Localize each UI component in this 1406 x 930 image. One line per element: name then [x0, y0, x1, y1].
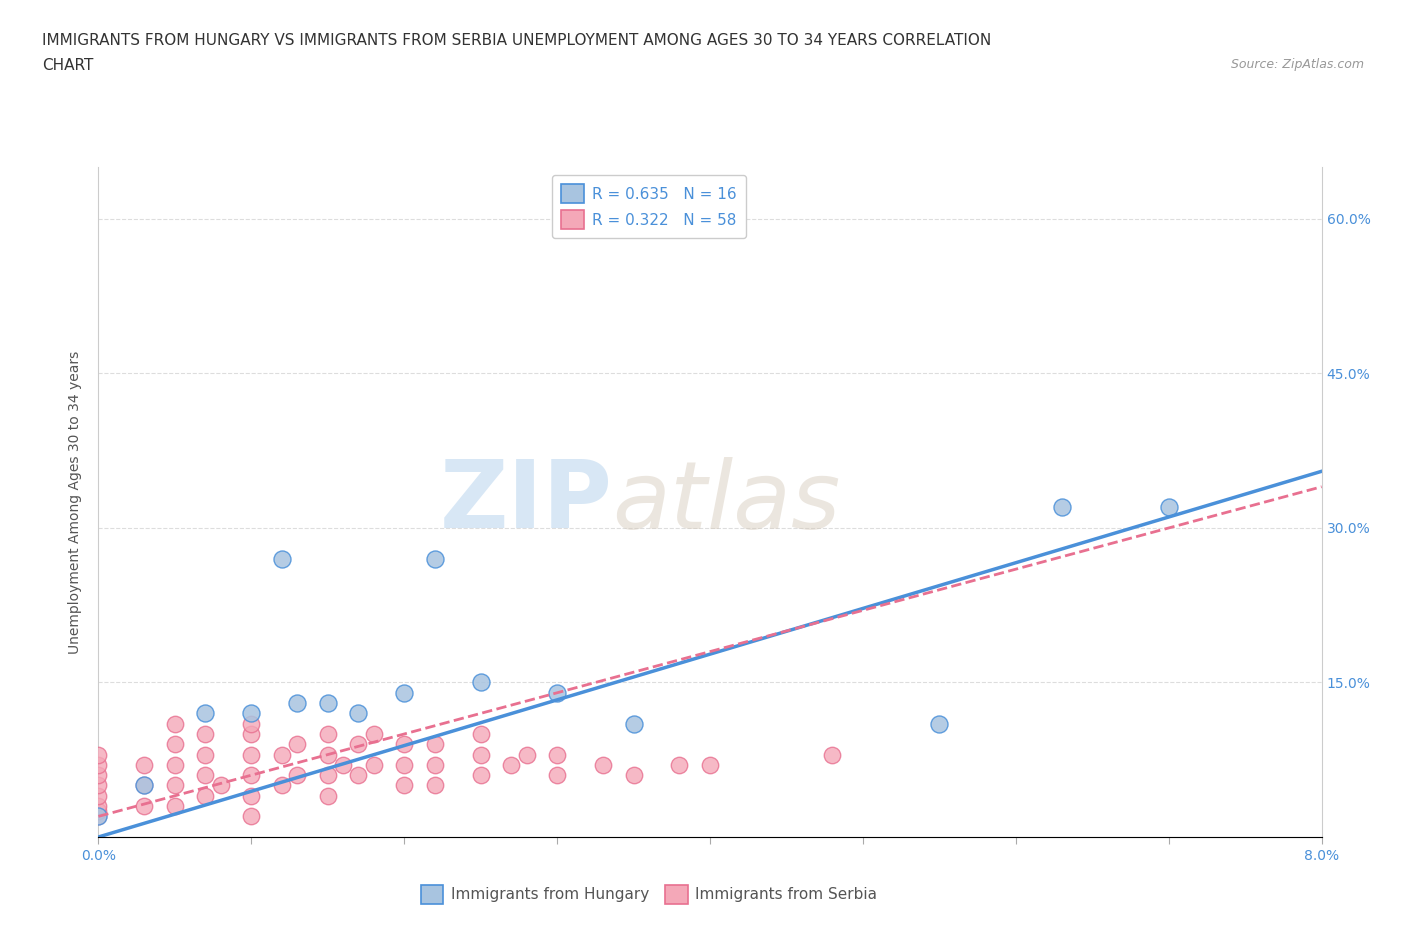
Point	[87, 757, 110, 772]
Point	[270, 747, 294, 762]
Point	[87, 768, 110, 783]
Point	[316, 726, 339, 741]
Point	[316, 747, 339, 762]
Point	[194, 706, 217, 721]
Legend: Immigrants from Hungary, Immigrants from Serbia: Immigrants from Hungary, Immigrants from…	[415, 879, 883, 910]
Point	[163, 716, 186, 731]
Point	[928, 716, 950, 731]
Point	[501, 757, 523, 772]
Point	[546, 685, 568, 700]
Point	[470, 747, 492, 762]
Point	[87, 778, 110, 793]
Point	[194, 747, 217, 762]
Point	[240, 726, 263, 741]
Point	[270, 778, 294, 793]
Point	[134, 778, 156, 793]
Point	[134, 778, 156, 793]
Text: IMMIGRANTS FROM HUNGARY VS IMMIGRANTS FROM SERBIA UNEMPLOYMENT AMONG AGES 30 TO : IMMIGRANTS FROM HUNGARY VS IMMIGRANTS FR…	[42, 33, 991, 47]
Point	[516, 747, 538, 762]
Point	[270, 551, 294, 566]
Point	[240, 809, 263, 824]
Point	[316, 696, 339, 711]
Point	[209, 778, 232, 793]
Point	[347, 706, 370, 721]
Point	[87, 789, 110, 804]
Point	[87, 809, 110, 824]
Point	[1157, 500, 1180, 515]
Y-axis label: Unemployment Among Ages 30 to 34 years: Unemployment Among Ages 30 to 34 years	[69, 351, 83, 654]
Point	[163, 799, 186, 814]
Point	[240, 768, 263, 783]
Point	[285, 768, 308, 783]
Point	[163, 757, 186, 772]
Point	[668, 757, 690, 772]
Point	[163, 737, 186, 751]
Point	[592, 757, 614, 772]
Point	[623, 716, 645, 731]
Point	[423, 757, 446, 772]
Point	[392, 757, 416, 772]
Point	[546, 747, 568, 762]
Point	[240, 716, 263, 731]
Point	[316, 789, 339, 804]
Point	[134, 757, 156, 772]
Point	[392, 737, 416, 751]
Point	[240, 789, 263, 804]
Point	[87, 804, 110, 818]
Point	[363, 726, 385, 741]
Text: CHART: CHART	[42, 58, 94, 73]
Point	[194, 789, 217, 804]
Point	[194, 768, 217, 783]
Point	[423, 778, 446, 793]
Point	[392, 778, 416, 793]
Point	[470, 726, 492, 741]
Point	[363, 757, 385, 772]
Point	[163, 778, 186, 793]
Point	[546, 768, 568, 783]
Point	[134, 799, 156, 814]
Point	[347, 768, 370, 783]
Text: Source: ZipAtlas.com: Source: ZipAtlas.com	[1230, 58, 1364, 71]
Text: ZIP: ZIP	[439, 457, 612, 548]
Point	[470, 675, 492, 690]
Point	[1050, 500, 1073, 515]
Point	[240, 747, 263, 762]
Point	[821, 747, 844, 762]
Point	[392, 685, 416, 700]
Point	[285, 737, 308, 751]
Point	[87, 799, 110, 814]
Point	[87, 809, 110, 824]
Point	[699, 757, 721, 772]
Point	[87, 747, 110, 762]
Point	[332, 757, 354, 772]
Point	[285, 696, 308, 711]
Point	[623, 768, 645, 783]
Point	[194, 726, 217, 741]
Point	[470, 768, 492, 783]
Point	[316, 768, 339, 783]
Point	[423, 551, 446, 566]
Text: atlas: atlas	[612, 457, 841, 548]
Point	[423, 737, 446, 751]
Point	[347, 737, 370, 751]
Point	[240, 706, 263, 721]
